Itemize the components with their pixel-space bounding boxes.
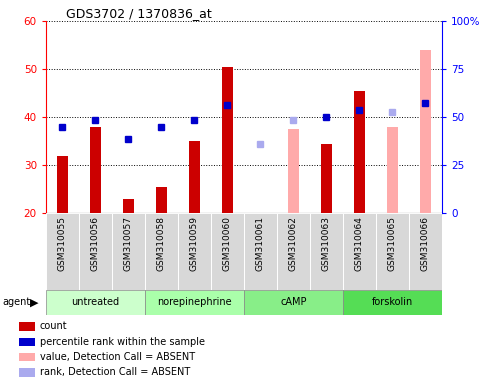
Text: GSM310064: GSM310064 <box>355 216 364 271</box>
Text: norepinephrine: norepinephrine <box>157 297 232 308</box>
Text: GDS3702 / 1370836_at: GDS3702 / 1370836_at <box>66 7 212 20</box>
Text: forskolin: forskolin <box>372 297 413 308</box>
Bar <box>211 213 244 290</box>
Bar <box>343 290 442 315</box>
Text: GSM310066: GSM310066 <box>421 216 430 271</box>
Bar <box>46 290 145 315</box>
Text: value, Detection Call = ABSENT: value, Detection Call = ABSENT <box>40 352 195 362</box>
Text: agent: agent <box>2 297 30 308</box>
Text: GSM310058: GSM310058 <box>157 216 166 271</box>
Bar <box>387 127 398 213</box>
Text: count: count <box>40 321 68 331</box>
Bar <box>244 213 277 290</box>
Text: percentile rank within the sample: percentile rank within the sample <box>40 337 205 347</box>
Text: GSM310062: GSM310062 <box>289 216 298 271</box>
Text: GSM310055: GSM310055 <box>58 216 67 271</box>
Text: untreated: untreated <box>71 297 119 308</box>
Bar <box>376 213 409 290</box>
Bar <box>90 127 101 213</box>
Bar <box>79 213 112 290</box>
Bar <box>145 213 178 290</box>
Bar <box>19 338 35 346</box>
Bar <box>112 213 145 290</box>
Bar <box>57 156 68 213</box>
Text: rank, Detection Call = ABSENT: rank, Detection Call = ABSENT <box>40 367 190 377</box>
Bar <box>354 91 365 213</box>
Text: cAMP: cAMP <box>280 297 307 308</box>
Text: ▶: ▶ <box>30 297 39 308</box>
Text: GSM310057: GSM310057 <box>124 216 133 271</box>
Text: GSM310065: GSM310065 <box>388 216 397 271</box>
Text: GSM310060: GSM310060 <box>223 216 232 271</box>
Bar <box>277 213 310 290</box>
Text: GSM310063: GSM310063 <box>322 216 331 271</box>
Bar <box>19 368 35 377</box>
Text: GSM310061: GSM310061 <box>256 216 265 271</box>
Bar <box>409 213 442 290</box>
Bar <box>244 290 343 315</box>
Bar <box>222 67 233 213</box>
Text: GSM310059: GSM310059 <box>190 216 199 271</box>
Bar <box>178 213 211 290</box>
Bar <box>321 144 332 213</box>
Bar <box>310 213 343 290</box>
Bar <box>189 141 200 213</box>
Bar <box>145 290 244 315</box>
Bar <box>19 353 35 361</box>
Bar <box>420 50 431 213</box>
Bar <box>123 199 134 213</box>
Bar <box>343 213 376 290</box>
Bar <box>19 322 35 331</box>
Bar <box>288 129 299 213</box>
Bar <box>46 213 79 290</box>
Bar <box>156 187 167 213</box>
Text: GSM310056: GSM310056 <box>91 216 100 271</box>
